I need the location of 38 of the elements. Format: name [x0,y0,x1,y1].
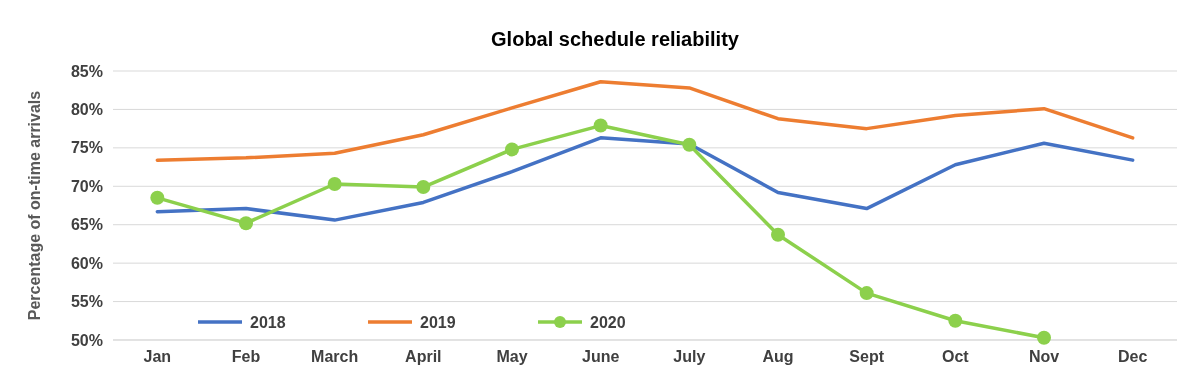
point [1037,330,1051,345]
x-tick-label: Sept [849,348,885,365]
point [771,227,785,242]
point [505,142,519,157]
x-tick-label: July [673,348,706,365]
y-tick-label: 85% [70,62,103,80]
x-tick-label: Oct [942,348,970,365]
y-tick-label: 80% [70,101,103,119]
point [593,118,608,133]
y-tick-label: 55% [70,293,103,311]
legend-label: 2020 [590,313,626,331]
line-series [155,136,1135,222]
point [416,180,431,195]
chart-title: Global schedule reliability [491,28,740,50]
x-tick-label: March [311,348,359,365]
point [239,216,253,231]
y-tick-label: 50% [70,331,103,349]
y-tick-label: 75% [70,139,103,157]
y-axis-title: Percentage of on-time arrivals [26,90,43,321]
legend-label: 2019 [420,313,456,331]
point [150,190,165,205]
point [682,137,697,152]
point [859,286,874,301]
point [948,313,963,328]
x-tick-label: April [405,348,442,365]
line-series [155,80,1135,162]
point [327,176,342,191]
x-tick-label: Dec [1117,348,1148,365]
x-tick-label: Feb [231,348,261,365]
y-tick-label: 70% [70,177,103,195]
x-tick-label: May [496,348,528,365]
x-tick-label: Nov [1028,348,1060,365]
x-tick-label: Aug [762,348,794,365]
y-tick-label: 60% [70,254,103,272]
y-tick-label: 65% [70,216,103,234]
x-tick-label: June [581,348,620,365]
x-tick-label: Jan [143,348,172,365]
legend-label: 2018 [250,313,286,331]
